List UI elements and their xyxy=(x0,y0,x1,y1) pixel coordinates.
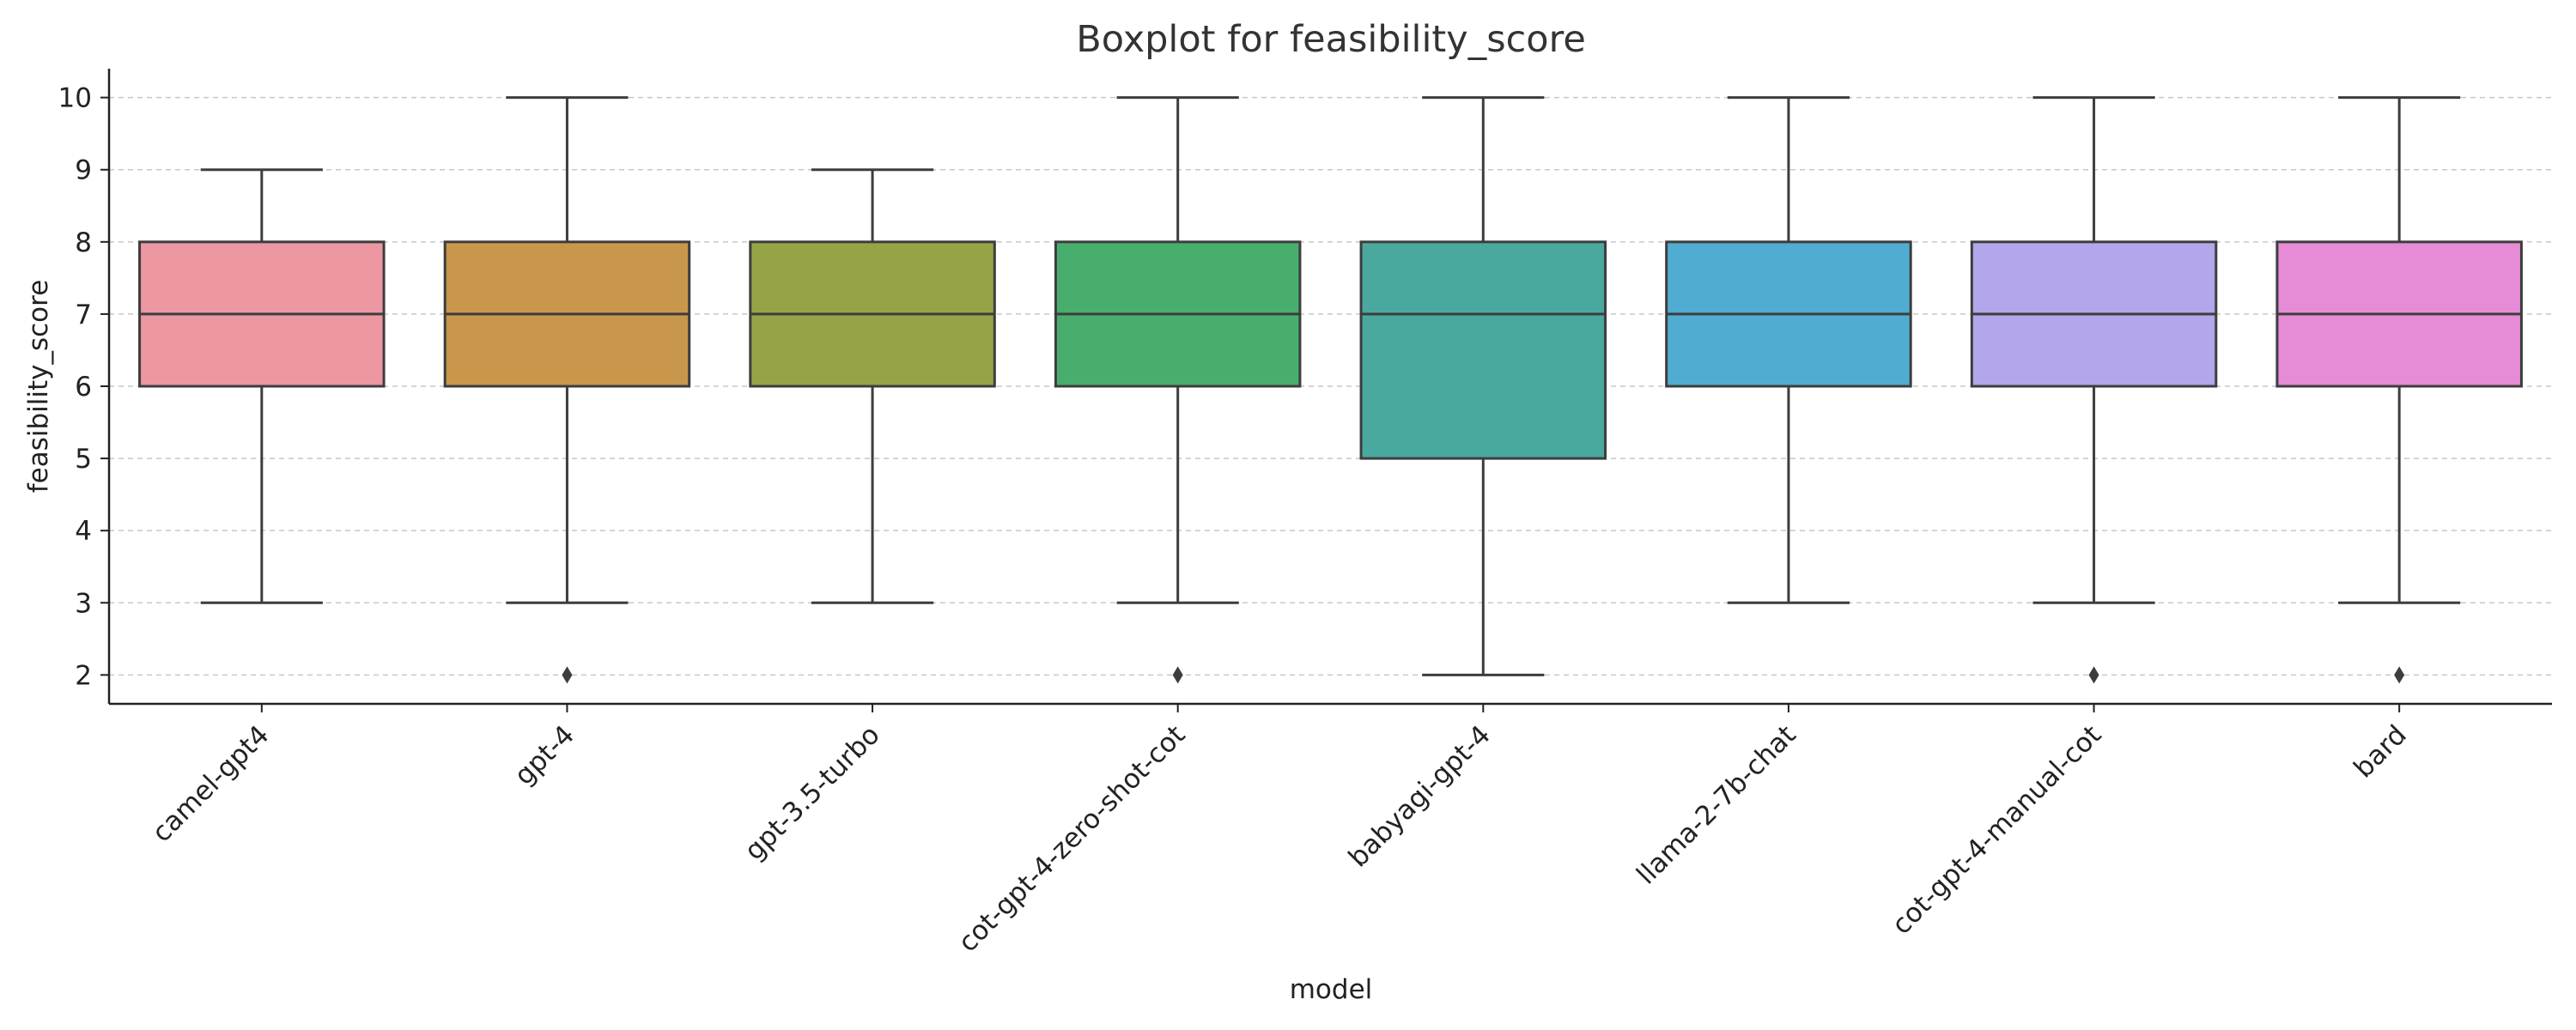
x-tick-label: camel-gpt4 xyxy=(146,719,275,848)
box-cot-gpt-4-zero-shot-cot xyxy=(1054,96,1302,684)
y-tick-label: 9 xyxy=(75,155,92,186)
outlier-marker xyxy=(1172,666,1183,684)
box-gpt-4 xyxy=(443,96,691,684)
x-tick-label: cot-gpt-4-zero-shot-cot xyxy=(952,719,1191,958)
outlier-marker xyxy=(2394,666,2405,684)
y-tick-label: 3 xyxy=(75,588,92,619)
y-tick-label: 10 xyxy=(58,83,92,114)
box-babyagi-gpt-4 xyxy=(1359,96,1607,676)
chart-title: Boxplot for feasibility_score xyxy=(1076,18,1586,61)
x-tick-label: gpt-4 xyxy=(508,719,580,791)
box-llama-2-7b-chat xyxy=(1665,96,1912,604)
box-camel-gpt4 xyxy=(138,168,386,604)
box-gpt-3.5-turbo xyxy=(749,168,996,604)
y-tick-label: 5 xyxy=(75,444,92,475)
outlier-marker xyxy=(562,666,573,684)
x-axis-label: model xyxy=(1290,974,1373,1005)
outlier-marker xyxy=(2088,666,2099,684)
ticks: 2 3 4 5 6 7 8 9 10 camel-gpt4 gpt-4 gpt-3.5-turbo co… xyxy=(58,83,2413,959)
y-tick-label: 6 xyxy=(75,372,92,403)
box-bard xyxy=(2275,96,2523,684)
y-tick-label: 8 xyxy=(75,227,92,258)
x-tick-label: babyagi-gpt-4 xyxy=(1343,719,1497,873)
boxes xyxy=(138,96,2523,684)
y-axis-label: feasibility_score xyxy=(23,280,54,494)
x-tick-label: gpt-3.5-turbo xyxy=(738,719,885,866)
iqr-box xyxy=(1359,240,1607,460)
x-tick-label: cot-gpt-4-manual-cot xyxy=(1886,719,2108,941)
y-tick-label: 4 xyxy=(75,516,92,547)
y-tick-label: 7 xyxy=(75,300,92,330)
box-cot-gpt-4-manual-cot xyxy=(1970,96,2218,684)
y-tick-label: 2 xyxy=(75,660,92,691)
x-tick-label: bard xyxy=(2348,719,2412,784)
x-tick-label: llama-2-7b-chat xyxy=(1631,719,1801,890)
